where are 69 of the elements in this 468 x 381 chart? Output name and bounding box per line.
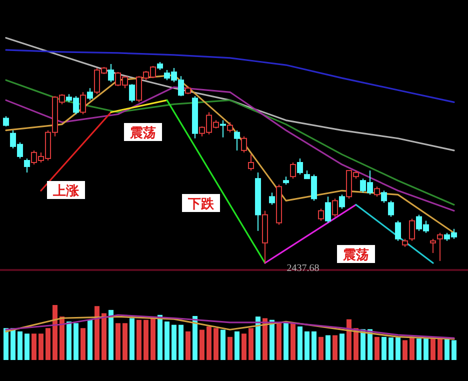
bar: [234, 331, 240, 360]
bar: [200, 330, 204, 360]
bar: [256, 316, 260, 360]
bar: [410, 336, 414, 360]
annotation: 上涨: [52, 183, 80, 198]
bar: [172, 324, 176, 360]
bar: [340, 334, 344, 360]
bar: [402, 340, 408, 360]
bar: [284, 322, 288, 360]
bar: [276, 323, 282, 360]
bar: [46, 328, 50, 360]
candlestick: [255, 172, 261, 232]
bar: [262, 318, 268, 360]
bar: [144, 320, 148, 360]
bar: [270, 320, 274, 360]
bar: [38, 334, 44, 360]
annotation: 2437.68: [286, 263, 320, 274]
bar: [88, 320, 92, 360]
bar: [18, 331, 22, 360]
bar: [326, 335, 330, 360]
bar: [94, 306, 100, 360]
bar: [186, 331, 190, 360]
bar: [248, 328, 254, 360]
bar: [396, 337, 400, 360]
bar: [122, 323, 128, 360]
bar: [312, 331, 316, 360]
bar: [416, 338, 422, 360]
annotation: 震荡: [342, 247, 369, 262]
bar: [164, 322, 170, 360]
bar: [102, 313, 106, 360]
bar: [452, 340, 456, 360]
bar: [178, 324, 184, 360]
bar: [116, 323, 120, 360]
bar: [318, 336, 324, 360]
bar: [298, 326, 302, 360]
bar: [130, 318, 134, 360]
bar: [444, 338, 450, 360]
bar: [4, 328, 8, 360]
bar: [214, 328, 218, 360]
bar: [206, 326, 212, 360]
bar: [242, 334, 246, 360]
bar: [388, 337, 394, 360]
bar: [52, 305, 58, 360]
bar: [108, 310, 114, 360]
bar: [32, 334, 36, 360]
annotation: 下跌: [187, 196, 215, 211]
bar: [228, 336, 232, 360]
bar: [80, 328, 86, 360]
bar: [136, 320, 142, 360]
bar: [430, 338, 436, 360]
bar: [220, 330, 226, 360]
candlestick: [262, 210, 268, 264]
bar: [332, 335, 338, 360]
bar: [10, 328, 16, 360]
bar: [374, 336, 380, 360]
bar: [74, 323, 78, 360]
annotation: 震荡: [129, 125, 156, 140]
bar: [192, 316, 198, 360]
bar: [150, 316, 156, 360]
bar: [346, 319, 352, 360]
bar: [382, 336, 386, 360]
bar: [24, 334, 30, 360]
bar: [158, 314, 162, 360]
bar: [60, 316, 64, 360]
bar: [424, 338, 428, 360]
bar: [304, 331, 310, 360]
bar: [290, 323, 296, 360]
bar: [438, 338, 442, 360]
bar: [66, 322, 72, 360]
